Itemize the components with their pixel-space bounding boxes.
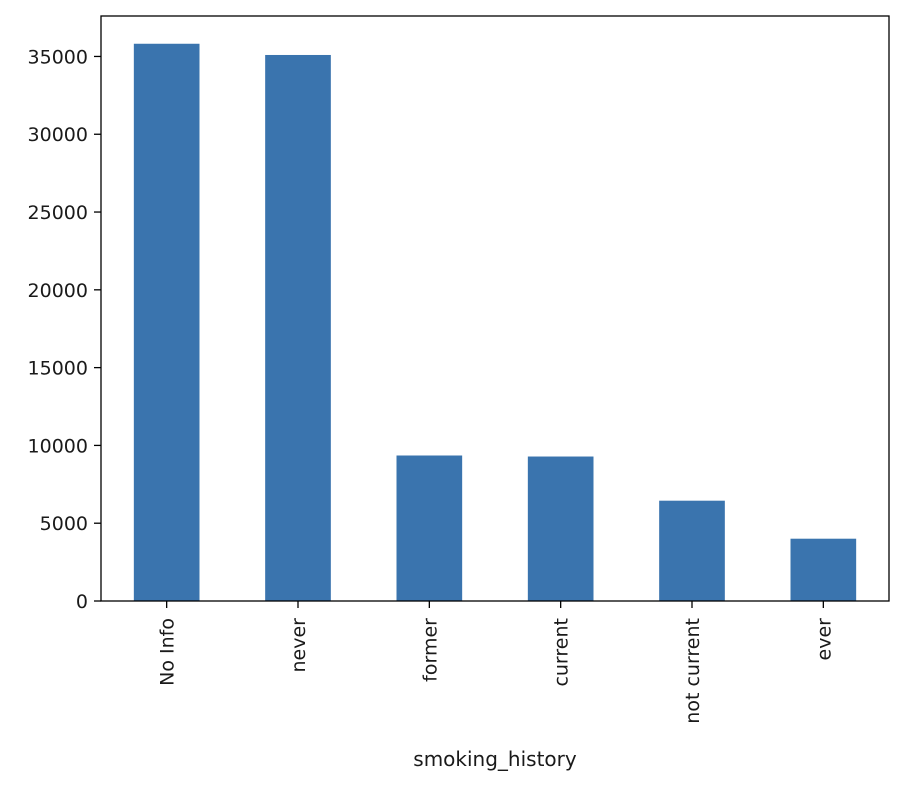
y-tick-label: 20000 <box>28 280 88 302</box>
bar-ever <box>790 538 857 601</box>
bar-current <box>527 456 594 601</box>
plot-frame <box>100 15 890 602</box>
bars-layer <box>133 43 857 602</box>
y-tick-label: 15000 <box>28 358 88 380</box>
bar-never <box>265 54 331 602</box>
y-tick-label: 5000 <box>40 513 88 535</box>
bar-not-current <box>659 500 725 601</box>
y-tick-label: 35000 <box>28 46 88 68</box>
x-tick-label: not current <box>682 618 704 724</box>
y-axis: 0 5000 10000 15000 20000 25000 30000 35000 <box>28 46 101 613</box>
y-tick-label: 30000 <box>28 124 88 146</box>
x-tick-label: current <box>551 618 573 687</box>
x-tick-label: No Info <box>157 618 179 686</box>
y-tick-label: 10000 <box>28 435 88 457</box>
y-tick-label: 25000 <box>28 202 88 224</box>
y-tick-label: 0 <box>76 591 88 613</box>
bar-former <box>396 455 463 601</box>
x-tick-label: ever <box>813 618 835 661</box>
x-axis: No Info never former current not current ever <box>157 601 835 724</box>
bar-no-info <box>133 43 200 601</box>
x-tick-label: never <box>288 618 310 673</box>
x-axis-title: smoking_history <box>413 747 577 771</box>
x-tick-label: former <box>419 618 441 682</box>
